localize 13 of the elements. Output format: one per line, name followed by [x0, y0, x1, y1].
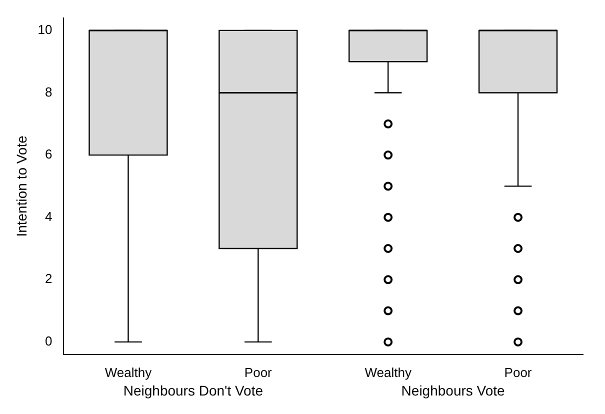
text: Neighbours Vote: [401, 382, 506, 398]
x-tick-label: Wealthy: [104, 364, 152, 380]
y-tick-label: 0: [45, 334, 52, 349]
x-tick-label: Poor: [244, 364, 273, 380]
y-tick-label: 6: [45, 146, 52, 162]
y-tick-label: 2: [45, 271, 52, 286]
x-tick-label: Wealthy: [364, 364, 412, 380]
text: Neighbours Don't Vote: [123, 382, 264, 398]
y-tick-label: 10: [38, 22, 52, 38]
y-axis-title: Intention to Vote: [13, 135, 30, 237]
x-tick-label: Poor: [504, 364, 532, 380]
y-tick-label: 8: [45, 84, 52, 100]
y-tick-label: 4: [45, 208, 52, 224]
